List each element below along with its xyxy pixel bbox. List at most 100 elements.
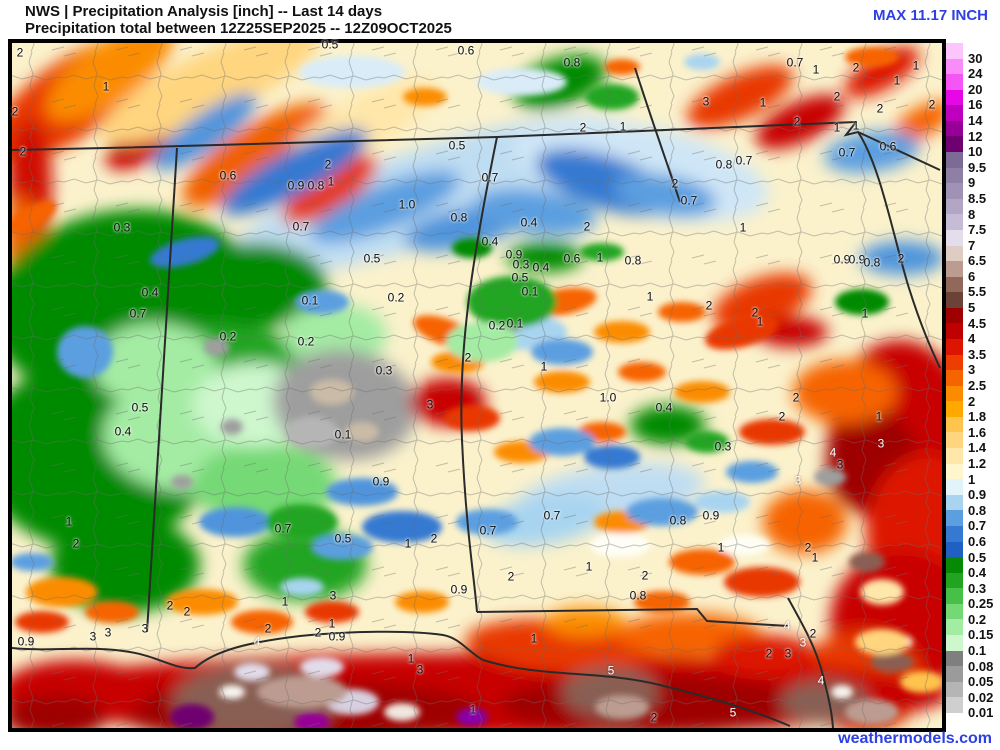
max-value-label: MAX 11.17 INCH bbox=[872, 7, 988, 24]
legend-tick-label: 20 bbox=[968, 81, 983, 97]
legend-color-cell bbox=[946, 307, 963, 324]
legend-tick-label: 7 bbox=[968, 237, 976, 253]
tn-ga-border bbox=[496, 121, 857, 138]
legend-tick-label: 0.2 bbox=[968, 612, 987, 628]
legend-color-cell bbox=[946, 292, 963, 308]
legend-color-cell bbox=[946, 385, 963, 402]
legend-tick-label: 0.7 bbox=[968, 518, 987, 534]
legend-color-cell bbox=[946, 136, 963, 153]
legend-tick-label: 0.01 bbox=[968, 705, 994, 721]
legend-tick-label: 6 bbox=[968, 269, 976, 285]
legend-tick-label: 0.9 bbox=[968, 487, 987, 503]
legend-tick-label: 2 bbox=[968, 393, 976, 409]
legend-color-cell bbox=[946, 666, 963, 682]
tn-nc-border bbox=[634, 67, 681, 203]
nc-sc-border bbox=[857, 131, 941, 171]
legend-tick-label: 0.5 bbox=[968, 549, 987, 565]
legend-tick-label: 9 bbox=[968, 175, 976, 191]
legend-tick-label: 9.5 bbox=[968, 159, 987, 175]
legend-color-cell bbox=[946, 432, 963, 449]
legend-color-cell bbox=[946, 120, 963, 137]
state-borders bbox=[12, 67, 941, 728]
map-frame: 2 1 2 2 0.5 0.6 0.8 0.7 1 2 1 1 3 1 2 2 2 2 1 2 1 1 0.7 0.6 2 0.6… bbox=[8, 37, 946, 732]
legend-tick-label: 0.02 bbox=[968, 690, 994, 706]
legend-color-cell bbox=[946, 105, 963, 121]
legend-color-cell bbox=[946, 525, 963, 542]
legend-color-cell bbox=[946, 510, 963, 526]
legend-color-cell bbox=[946, 494, 963, 511]
legend-tick-label: 30 bbox=[968, 50, 983, 66]
legend-tick-label: 0.25 bbox=[968, 596, 994, 612]
legend-tick-label: 1.2 bbox=[968, 456, 987, 472]
title-block: NWS | Precipitation Analysis [inch] -- L… bbox=[25, 3, 452, 37]
legend-color-cell bbox=[946, 634, 963, 651]
legend-bar bbox=[946, 43, 963, 729]
legend-tick-label: 1.6 bbox=[968, 424, 987, 440]
legend-color-cell bbox=[946, 323, 963, 339]
gulf-coastline bbox=[12, 630, 791, 727]
legend-color-cell bbox=[946, 354, 963, 371]
legend-tick-label: 10 bbox=[968, 144, 983, 160]
legend-color-cell bbox=[946, 370, 963, 386]
title-line-2: Precipitation total between 12Z25SEP2025… bbox=[25, 20, 452, 37]
legend-tick-label: 0.08 bbox=[968, 658, 994, 674]
legend-color-cell bbox=[946, 43, 963, 59]
legend-color-cell bbox=[946, 183, 963, 199]
legend-tick-label: 12 bbox=[968, 128, 983, 144]
legend-color-cell bbox=[946, 557, 963, 573]
ga-fl-border bbox=[476, 607, 789, 627]
legend-color-cell bbox=[946, 89, 963, 106]
legend-color-cell bbox=[946, 229, 963, 246]
ms-al-border bbox=[146, 147, 178, 633]
legend-color-cell bbox=[946, 572, 963, 589]
legend-color-cell bbox=[946, 603, 963, 620]
legend-tick-label: 16 bbox=[968, 97, 983, 113]
legend-color-cell bbox=[946, 74, 963, 90]
precip-legend: 30 24 20 16 14 12 10 9.5 9 8.5 8 7.5 7 6.5 6 5.5 5 4.5 4 3.… bbox=[946, 43, 1000, 729]
legend-tick-label: 0.05 bbox=[968, 674, 994, 690]
legend-tick-label: 14 bbox=[968, 113, 983, 129]
legend-color-cell bbox=[946, 712, 963, 729]
legend-color-cell bbox=[946, 338, 963, 355]
title-line-1: NWS | Precipitation Analysis [inch] -- L… bbox=[25, 3, 383, 20]
legend-tick-label: 4.5 bbox=[968, 315, 987, 331]
legend-color-cell bbox=[946, 697, 963, 713]
legend-color-cell bbox=[946, 463, 963, 480]
atlantic-coastline bbox=[787, 597, 834, 728]
legend-color-cell bbox=[946, 152, 963, 168]
legend-tick-label: 0.1 bbox=[968, 643, 987, 659]
legend-tick-label: 0.15 bbox=[968, 627, 994, 643]
legend-tick-label: 0.6 bbox=[968, 534, 987, 550]
legend-color-cell bbox=[946, 401, 963, 417]
legend-color-cell bbox=[946, 214, 963, 230]
legend-color-cell bbox=[946, 541, 963, 558]
legend-color-cell bbox=[946, 261, 963, 277]
legend-color-cell bbox=[946, 681, 963, 698]
legend-color-cell bbox=[946, 619, 963, 635]
legend-tick-label: 4 bbox=[968, 331, 976, 347]
legend-color-cell bbox=[946, 479, 963, 495]
al-ga-border bbox=[460, 136, 498, 613]
tn-al-border bbox=[12, 136, 498, 151]
legend-tick-label: 1.4 bbox=[968, 440, 987, 456]
legend-tick-label: 24 bbox=[968, 66, 983, 82]
legend-tick-label: 0.4 bbox=[968, 565, 987, 581]
legend-color-cell bbox=[946, 416, 963, 433]
legend-color-cell bbox=[946, 198, 963, 215]
legend-color-cell bbox=[946, 58, 963, 75]
legend-tick-label: 6.5 bbox=[968, 253, 987, 269]
legend-color-cell bbox=[946, 448, 963, 464]
ga-sc-border bbox=[843, 121, 941, 369]
legend-tick-label: 1 bbox=[968, 471, 976, 487]
legend-color-cell bbox=[946, 245, 963, 262]
legend-tick-label: 8.5 bbox=[968, 191, 987, 207]
legend-tick-label: 7.5 bbox=[968, 222, 987, 238]
legend-tick-label: 3 bbox=[968, 362, 976, 378]
legend-tick-label: 2.5 bbox=[968, 378, 987, 394]
legend-color-cell bbox=[946, 588, 963, 604]
legend-tick-label: 5.5 bbox=[968, 284, 987, 300]
legend-color-cell bbox=[946, 167, 963, 184]
legend-color-cell bbox=[946, 650, 963, 667]
legend-tick-label: 1.8 bbox=[968, 409, 987, 425]
weathermodels-link[interactable]: weathermodels.com bbox=[838, 730, 992, 747]
